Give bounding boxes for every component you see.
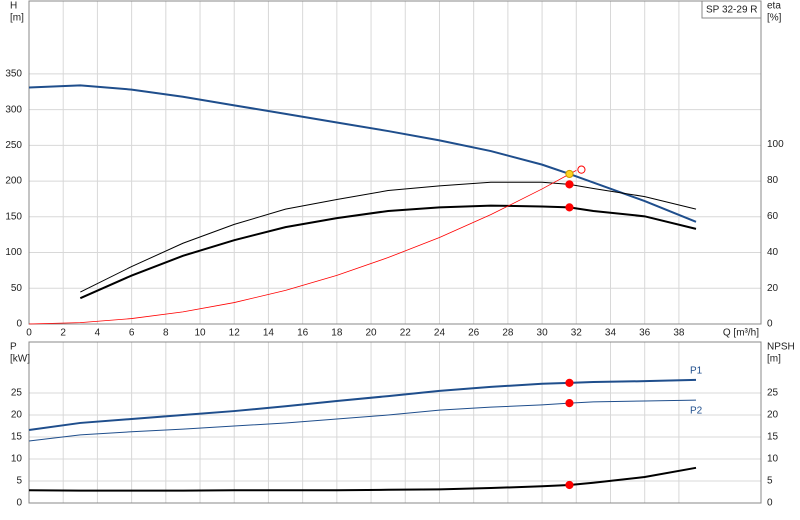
y-tick-label: 200 <box>5 176 22 187</box>
x-tick-label: 26 <box>468 328 480 339</box>
annotation: SP 32-29 R <box>706 5 758 16</box>
x-tick-label: 6 <box>129 328 135 339</box>
x-tick-label: 14 <box>263 328 275 339</box>
y2-axis-label: [m] <box>767 354 781 365</box>
x-tick-label: 38 <box>673 328 685 339</box>
series-label: P2 <box>690 406 703 417</box>
x-tick-label: 32 <box>571 328 583 339</box>
curve <box>80 181 697 293</box>
curve <box>28 399 697 442</box>
marker-dot <box>565 203 574 212</box>
y2-tick-label: 100 <box>767 139 784 150</box>
y2-axis-label: eta <box>767 1 781 12</box>
annotation-box <box>701 0 762 19</box>
y-tick-label: 350 <box>5 69 22 80</box>
curve <box>28 466 697 492</box>
y-tick-label: 0 <box>16 319 22 330</box>
y-tick-label: 100 <box>5 247 22 258</box>
x-axis-label: Q [m³/h] <box>723 328 759 339</box>
curve <box>28 170 577 325</box>
y2-tick-label: 25 <box>767 388 779 399</box>
y-axis-label: [m] <box>10 13 24 24</box>
y2-tick-label: 20 <box>767 410 779 421</box>
x-tick-label: 0 <box>26 328 32 339</box>
y-axis-label: P <box>10 342 17 353</box>
y2-tick-label: 80 <box>767 175 779 186</box>
marker-dot <box>565 180 574 189</box>
y2-tick-label: 15 <box>767 432 779 443</box>
x-tick-label: 16 <box>297 328 309 339</box>
y2-tick-label: 0 <box>767 319 773 330</box>
series-label: P1 <box>690 365 703 376</box>
x-tick-label: 30 <box>537 328 549 339</box>
curve <box>79 204 697 300</box>
y-tick-label: 300 <box>5 104 22 115</box>
y2-tick-label: 10 <box>767 454 779 465</box>
x-tick-label: 18 <box>331 328 343 339</box>
x-tick-label: 2 <box>60 328 66 339</box>
y-tick-label: 150 <box>5 211 22 222</box>
y-tick-label: 25 <box>11 388 23 399</box>
curve <box>28 84 697 223</box>
plot-frame <box>28 0 762 325</box>
plot-frame <box>28 341 762 504</box>
y-tick-label: 250 <box>5 140 22 151</box>
y2-tick-label: 20 <box>767 283 779 294</box>
y2-tick-label: 60 <box>767 211 779 222</box>
y-tick-label: 20 <box>11 410 23 421</box>
y-tick-label: 10 <box>11 454 23 465</box>
x-tick-label: 10 <box>194 328 206 339</box>
curve <box>28 378 697 431</box>
marker-ring <box>577 165 586 174</box>
y2-axis-label: [%] <box>767 13 782 24</box>
x-tick-label: 36 <box>639 328 651 339</box>
marker-dot <box>565 169 574 179</box>
y2-tick-label: 5 <box>767 476 773 487</box>
y2-tick-label: 0 <box>767 498 773 509</box>
x-tick-label: 24 <box>434 328 446 339</box>
x-tick-label: 8 <box>163 328 169 339</box>
x-tick-label: 4 <box>95 328 101 339</box>
y-tick-label: 5 <box>16 476 22 487</box>
x-tick-label: 28 <box>502 328 514 339</box>
y2-axis-label: NPSH <box>767 342 795 353</box>
y2-tick-label: 40 <box>767 247 779 258</box>
marker-dot <box>565 378 574 388</box>
x-tick-label: 20 <box>365 328 377 339</box>
x-tick-label: 12 <box>229 328 241 339</box>
x-tick-label: 22 <box>400 328 412 339</box>
y-tick-label: 0 <box>16 498 22 509</box>
marker-dot <box>565 480 574 490</box>
marker-dot <box>565 399 574 408</box>
y-tick-label: 50 <box>11 283 23 294</box>
y-axis-label: H <box>10 1 17 12</box>
y-axis-label: [kW] <box>10 354 30 365</box>
x-tick-label: 34 <box>605 328 617 339</box>
y-tick-label: 15 <box>11 432 23 443</box>
